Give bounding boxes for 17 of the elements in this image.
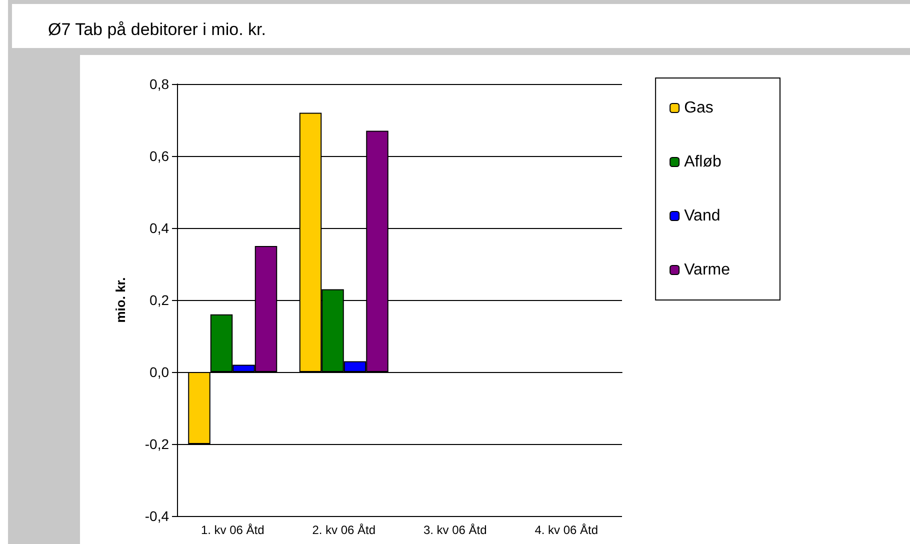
y-tick-label: -0,2 <box>144 436 170 452</box>
legend-label: Vand <box>684 208 720 224</box>
y-tick-label: 0,2 <box>150 292 170 308</box>
y-axis-title: mio. kr. <box>113 277 128 323</box>
x-tick-label: 1. kv 06 Åtd <box>200 523 264 537</box>
chart-title: Ø7 Tab på debitorer i mio. kr. <box>48 20 266 40</box>
legend-label: Gas <box>684 100 714 116</box>
x-tick-label: 3. kv 06 Åtd <box>423 523 487 537</box>
y-tick-label: 0,4 <box>150 220 170 236</box>
y-tick-label: 0,8 <box>150 76 170 92</box>
x-tick-label: 4. kv 06 Åtd <box>534 523 598 537</box>
y-tick-label: 0,0 <box>150 364 170 380</box>
y-tick-label: 0,6 <box>150 148 170 164</box>
legend-label: Afløb <box>684 154 722 170</box>
x-tick-label: 2. kv 06 Åtd <box>312 523 376 537</box>
legend-label: Varme <box>684 262 730 278</box>
y-tick-label: -0,4 <box>144 508 170 524</box>
